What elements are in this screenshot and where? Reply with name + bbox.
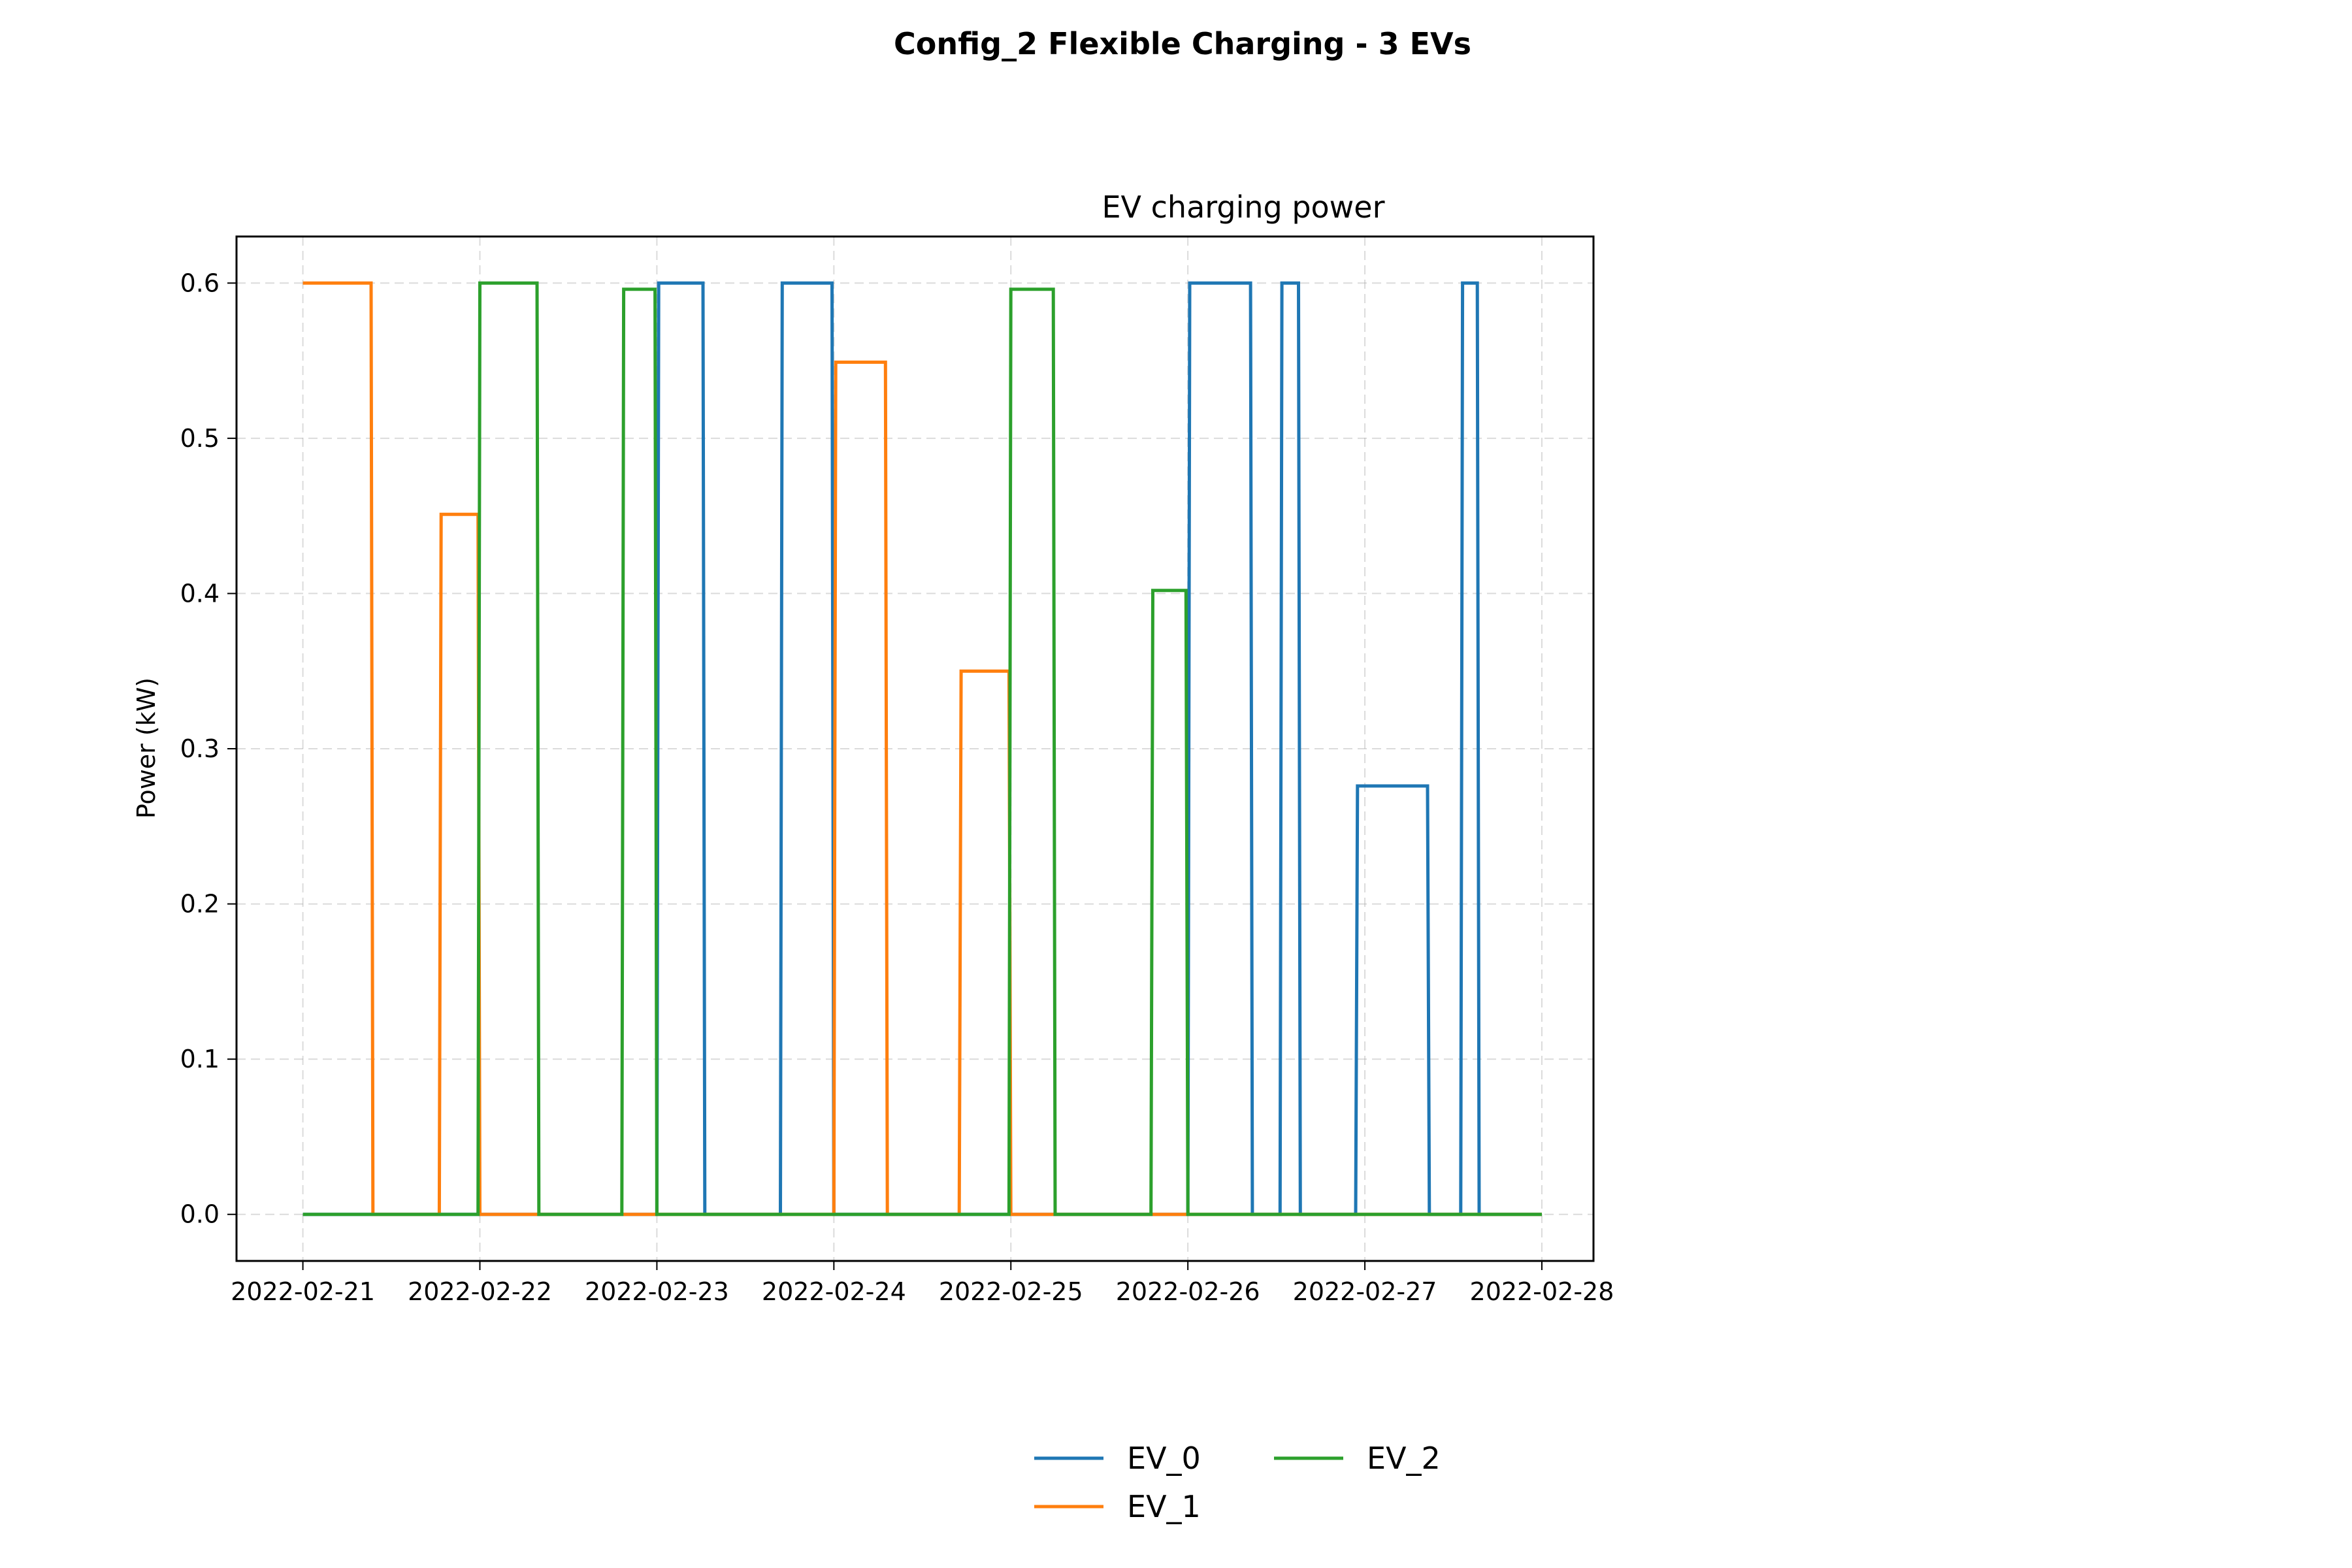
x-tick-label: 2022-02-24 — [762, 1277, 906, 1306]
y-tick-label: 0.3 — [180, 734, 220, 763]
y-tick-label: 0.6 — [180, 269, 220, 297]
x-axis-ticks: 2022-02-21 2022-02-22 2022-02-23 2022-02-24… — [231, 1261, 1614, 1306]
y-axis-label: Power (kW) — [132, 678, 161, 819]
x-tick-label: 2022-02-28 — [1470, 1277, 1614, 1306]
y-tick-label: 0.4 — [180, 579, 220, 608]
series-lines — [302, 281, 1542, 1217]
legend-label-ev-0: EV_0 — [1127, 1441, 1201, 1476]
legend-label-ev-1: EV_1 — [1127, 1489, 1201, 1524]
x-tick-label: 2022-02-23 — [585, 1277, 729, 1306]
x-tick-label: 2022-02-22 — [408, 1277, 552, 1306]
series-line-ev-2 — [302, 281, 1542, 1217]
y-axis-ticks: 0.0 0.1 0.2 0.3 0.4 0.5 0.6 — [180, 269, 237, 1229]
x-tick-label: 2022-02-21 — [231, 1277, 375, 1306]
figure-title: Config_2 Flexible Charging - 3 EVs — [894, 26, 1471, 61]
y-tick-label: 0.5 — [180, 424, 220, 453]
legend: EV_0 EV_1 EV_2 — [1034, 1441, 1441, 1524]
y-tick-label: 0.0 — [180, 1200, 220, 1229]
x-tick-label: 2022-02-27 — [1293, 1277, 1437, 1306]
y-tick-label: 0.2 — [180, 890, 220, 919]
plot-title: EV charging power — [1102, 189, 1384, 225]
legend-label-ev-2: EV_2 — [1367, 1441, 1441, 1476]
y-tick-label: 0.1 — [180, 1045, 220, 1073]
x-tick-label: 2022-02-26 — [1116, 1277, 1260, 1306]
x-tick-label: 2022-02-25 — [939, 1277, 1083, 1306]
